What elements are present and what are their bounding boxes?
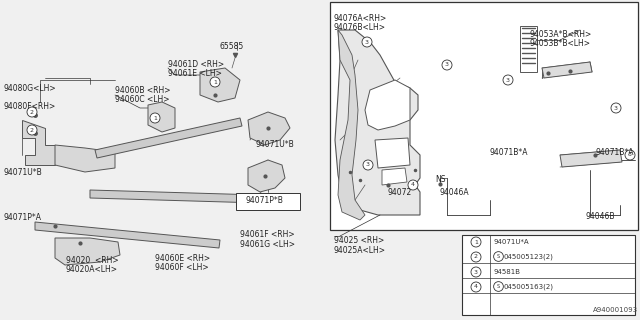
Polygon shape <box>55 145 115 172</box>
Circle shape <box>210 77 220 87</box>
Text: 4: 4 <box>474 284 478 290</box>
Text: 94071P*A: 94071P*A <box>4 213 42 222</box>
Polygon shape <box>90 190 260 203</box>
Polygon shape <box>35 222 220 248</box>
Circle shape <box>625 150 635 160</box>
Polygon shape <box>338 30 365 220</box>
Polygon shape <box>248 112 290 145</box>
Polygon shape <box>200 68 240 102</box>
Text: 3: 3 <box>628 153 632 157</box>
Text: 3: 3 <box>474 269 478 275</box>
Text: 65585: 65585 <box>220 42 244 51</box>
Bar <box>520 26 537 72</box>
Text: 94025A<LH>: 94025A<LH> <box>334 246 386 255</box>
Text: 94076B<LH>: 94076B<LH> <box>334 23 386 32</box>
Text: 94071B*A: 94071B*A <box>490 148 529 157</box>
Text: 94071U*A: 94071U*A <box>494 239 530 245</box>
Polygon shape <box>148 102 175 132</box>
Text: 94046A: 94046A <box>440 188 470 197</box>
Circle shape <box>471 267 481 277</box>
Text: 94071P*B: 94071P*B <box>245 196 283 205</box>
Text: 3: 3 <box>614 106 618 110</box>
Circle shape <box>471 282 481 292</box>
Circle shape <box>27 107 37 117</box>
Circle shape <box>150 113 160 123</box>
Polygon shape <box>542 62 592 78</box>
Text: 1: 1 <box>153 116 157 121</box>
Text: 94061G <LH>: 94061G <LH> <box>240 240 295 249</box>
Text: 1: 1 <box>213 79 217 84</box>
Text: 94080F<RH>: 94080F<RH> <box>4 102 56 111</box>
Text: 2: 2 <box>30 109 34 115</box>
Polygon shape <box>248 160 285 192</box>
Polygon shape <box>375 138 410 168</box>
Text: 94076A<RH>: 94076A<RH> <box>334 14 387 23</box>
Bar <box>462 235 635 315</box>
Polygon shape <box>335 30 420 215</box>
Text: 94581B: 94581B <box>494 269 521 275</box>
Bar <box>330 2 638 230</box>
Polygon shape <box>95 118 242 158</box>
Text: 94060C <LH>: 94060C <LH> <box>115 95 170 104</box>
Text: 2: 2 <box>30 127 34 132</box>
Text: 94053B*B<LH>: 94053B*B<LH> <box>530 39 591 48</box>
Circle shape <box>363 160 373 170</box>
Text: 4: 4 <box>411 182 415 188</box>
Polygon shape <box>55 238 120 265</box>
Text: 94071B*A: 94071B*A <box>596 148 634 157</box>
Circle shape <box>471 252 481 262</box>
Circle shape <box>442 60 452 70</box>
Text: 3: 3 <box>365 39 369 44</box>
Text: S: S <box>497 284 500 289</box>
Text: 94071U*B: 94071U*B <box>4 168 43 177</box>
Text: 94020A<LH>: 94020A<LH> <box>66 265 118 274</box>
Text: 045005163(2): 045005163(2) <box>504 284 554 290</box>
Text: 94060E <RH>: 94060E <RH> <box>155 254 210 263</box>
Text: 94061E <LH>: 94061E <LH> <box>168 69 222 78</box>
Text: 94020  <RH>: 94020 <RH> <box>66 256 118 265</box>
Text: 94060B <RH>: 94060B <RH> <box>115 86 170 95</box>
Text: 94080G<LH>: 94080G<LH> <box>4 84 56 93</box>
Polygon shape <box>365 80 410 130</box>
Text: 3: 3 <box>506 77 510 83</box>
Text: 94061F <RH>: 94061F <RH> <box>240 230 294 239</box>
Text: A940001093: A940001093 <box>593 307 638 313</box>
Text: 3: 3 <box>445 62 449 68</box>
Polygon shape <box>560 150 622 167</box>
Text: 94060F <LH>: 94060F <LH> <box>155 263 209 272</box>
Bar <box>236 193 300 210</box>
Text: 2: 2 <box>474 254 478 260</box>
Circle shape <box>27 125 37 135</box>
Text: 94072: 94072 <box>388 188 412 197</box>
Text: 94025 <RH>: 94025 <RH> <box>334 236 384 245</box>
Circle shape <box>362 37 372 47</box>
Text: 94061D <RH>: 94061D <RH> <box>168 60 224 69</box>
Text: 94071U*B: 94071U*B <box>255 140 294 149</box>
Text: 045005123(2): 045005123(2) <box>504 254 554 260</box>
Text: 3: 3 <box>366 163 370 167</box>
Text: 94053A*B<RH>: 94053A*B<RH> <box>530 30 592 39</box>
Text: 94046B: 94046B <box>585 212 614 221</box>
Circle shape <box>503 75 513 85</box>
Text: S: S <box>497 253 500 259</box>
Text: NS: NS <box>435 175 445 184</box>
Circle shape <box>611 103 621 113</box>
Text: 1: 1 <box>474 239 478 244</box>
Polygon shape <box>382 168 407 185</box>
Circle shape <box>471 237 481 247</box>
Polygon shape <box>22 120 55 165</box>
Circle shape <box>408 180 418 190</box>
